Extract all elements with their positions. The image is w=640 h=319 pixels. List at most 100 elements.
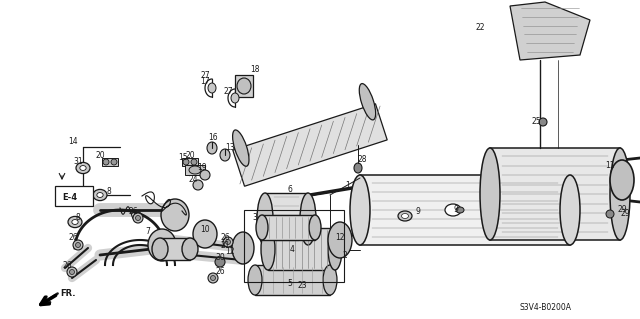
Text: 14: 14 — [68, 137, 78, 146]
Bar — [360, 175, 570, 245]
Bar — [262, 215, 315, 240]
Text: 17: 17 — [200, 78, 210, 86]
Ellipse shape — [256, 215, 268, 240]
Ellipse shape — [80, 166, 86, 170]
Text: 29: 29 — [617, 205, 627, 214]
Text: 31: 31 — [73, 158, 83, 167]
Text: 27: 27 — [200, 70, 210, 79]
Ellipse shape — [73, 240, 83, 250]
Ellipse shape — [208, 273, 218, 283]
Ellipse shape — [215, 257, 225, 267]
Text: 5: 5 — [287, 278, 292, 287]
Polygon shape — [233, 104, 387, 186]
Ellipse shape — [200, 170, 210, 180]
Text: E-4: E-4 — [62, 192, 77, 202]
Text: 7: 7 — [145, 227, 150, 236]
Ellipse shape — [67, 267, 77, 277]
Ellipse shape — [300, 193, 316, 245]
Ellipse shape — [189, 166, 201, 174]
Text: 22: 22 — [476, 24, 484, 33]
Text: 16: 16 — [208, 133, 218, 143]
Ellipse shape — [539, 118, 547, 126]
Ellipse shape — [261, 228, 275, 270]
Text: 23: 23 — [297, 280, 307, 290]
Bar — [244, 210, 344, 282]
Ellipse shape — [480, 148, 500, 240]
Text: 8: 8 — [107, 188, 111, 197]
Text: 19: 19 — [197, 164, 207, 173]
Text: 15: 15 — [178, 153, 188, 162]
Text: 1: 1 — [346, 181, 350, 189]
Ellipse shape — [133, 213, 143, 223]
Text: 30: 30 — [215, 254, 225, 263]
Text: 21: 21 — [220, 241, 230, 249]
Text: 12: 12 — [335, 234, 345, 242]
Ellipse shape — [232, 130, 249, 166]
Ellipse shape — [207, 142, 217, 154]
Text: 26: 26 — [220, 234, 230, 242]
Text: 26: 26 — [62, 261, 72, 270]
Ellipse shape — [359, 84, 376, 120]
Ellipse shape — [161, 199, 189, 231]
Text: 11: 11 — [605, 160, 615, 169]
Ellipse shape — [328, 222, 352, 258]
Text: 26: 26 — [215, 268, 225, 277]
Ellipse shape — [323, 265, 337, 295]
Text: 29: 29 — [620, 210, 630, 219]
Ellipse shape — [76, 242, 81, 248]
Text: 27: 27 — [223, 87, 233, 97]
Bar — [160, 238, 190, 260]
Text: 12: 12 — [225, 248, 235, 256]
Ellipse shape — [237, 78, 251, 94]
Text: FR.: FR. — [60, 288, 76, 298]
Text: 28: 28 — [357, 155, 367, 165]
Text: 2: 2 — [342, 250, 348, 259]
Ellipse shape — [72, 219, 78, 225]
Ellipse shape — [354, 163, 362, 173]
Ellipse shape — [350, 175, 370, 245]
Ellipse shape — [152, 238, 168, 260]
Text: 9: 9 — [454, 205, 458, 214]
Bar — [185, 165, 205, 175]
Bar — [235, 75, 253, 97]
Ellipse shape — [182, 238, 198, 260]
Polygon shape — [510, 2, 590, 60]
Ellipse shape — [220, 149, 230, 161]
Ellipse shape — [183, 159, 189, 165]
Text: 6: 6 — [287, 186, 292, 195]
Ellipse shape — [225, 240, 230, 244]
Text: 4: 4 — [289, 246, 294, 255]
Text: 26: 26 — [68, 234, 78, 242]
Ellipse shape — [111, 159, 117, 165]
Ellipse shape — [193, 180, 203, 190]
Text: 24: 24 — [188, 174, 198, 183]
Ellipse shape — [309, 215, 321, 240]
Text: 8: 8 — [76, 213, 81, 222]
Text: 20: 20 — [95, 151, 105, 160]
Ellipse shape — [193, 220, 217, 248]
Text: 9: 9 — [415, 207, 420, 217]
Ellipse shape — [211, 276, 216, 280]
Bar — [265, 193, 308, 245]
Ellipse shape — [231, 93, 239, 103]
Text: 25: 25 — [531, 117, 541, 127]
Ellipse shape — [456, 207, 464, 213]
Bar — [102, 158, 118, 166]
Bar — [268, 228, 335, 270]
Bar — [255, 265, 330, 295]
Ellipse shape — [248, 265, 262, 295]
Ellipse shape — [208, 83, 216, 93]
Ellipse shape — [232, 232, 254, 264]
Ellipse shape — [76, 162, 90, 174]
Text: 26: 26 — [128, 207, 138, 217]
Ellipse shape — [257, 193, 273, 245]
Ellipse shape — [401, 213, 408, 219]
Ellipse shape — [136, 216, 141, 220]
Text: 20: 20 — [185, 151, 195, 160]
Ellipse shape — [191, 159, 197, 165]
Text: 13: 13 — [225, 144, 235, 152]
Bar — [490, 148, 620, 240]
Bar — [55, 186, 93, 206]
Ellipse shape — [148, 229, 176, 261]
Ellipse shape — [68, 216, 82, 227]
